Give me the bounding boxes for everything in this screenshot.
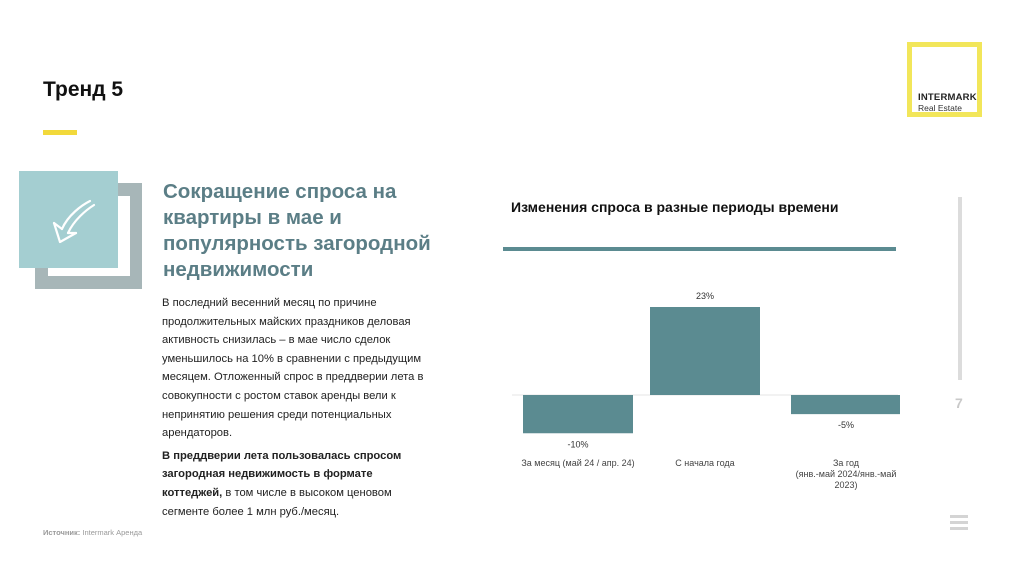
title-underline <box>43 130 77 135</box>
logo-line-1: INTERMARK <box>918 92 977 103</box>
source-label: Источник: <box>43 528 81 537</box>
chart-data-label-3: -5% <box>838 420 854 430</box>
menu-icon[interactable] <box>950 515 968 533</box>
icon-tile <box>19 171 118 268</box>
chart-category-label-3: За год <box>833 458 860 468</box>
scroll-track <box>958 197 962 380</box>
intermark-logo: INTERMARK Real Estate <box>907 42 982 117</box>
chart-bar-1 <box>523 395 633 434</box>
chart-bar-3 <box>791 395 900 415</box>
paragraph-2-bold: В преддверии лета пользовалась спросом з… <box>162 449 402 499</box>
chart-data-label-1: -10% <box>567 439 588 449</box>
body-text: В последний весенний месяц по причине пр… <box>162 294 424 525</box>
chart-title-rule <box>503 247 896 251</box>
source-note: Источник: Intermark Аренда <box>43 528 142 537</box>
logo-line-2: Real Estate <box>918 103 962 113</box>
paragraph-2-rest: в том числе в высоком ценовом сегменте б… <box>162 486 392 518</box>
paragraph-2: В преддверии лета пользовалась спросом з… <box>162 447 424 521</box>
paragraph-1: В последний весенний месяц по причине пр… <box>162 297 424 440</box>
chart-category-label-1: За месяц (май 24 / апр. 24) <box>521 458 634 468</box>
chart-category-label-2: С начала года <box>675 458 734 468</box>
chart-category-label-3: 2023) <box>834 480 857 490</box>
chart-bar-2 <box>650 307 760 395</box>
section-heading: Сокращение спроса на квартиры в мае и по… <box>163 180 431 281</box>
slide-title: Тренд 5 <box>43 78 124 101</box>
source-value: Intermark Аренда <box>80 528 143 537</box>
demand-change-chart: -10% За месяц (май 24 / апр. 24) 23% С нача… <box>512 291 900 490</box>
page-number: 7 <box>955 395 963 411</box>
chart-category-label-3: (янв.-май 2024/янв.-май <box>796 469 897 479</box>
chart-data-label-2: 23% <box>696 291 714 301</box>
arrow-down-left-icon <box>52 199 96 244</box>
chart-title: Изменения спроса в разные периоды времен… <box>511 199 839 215</box>
